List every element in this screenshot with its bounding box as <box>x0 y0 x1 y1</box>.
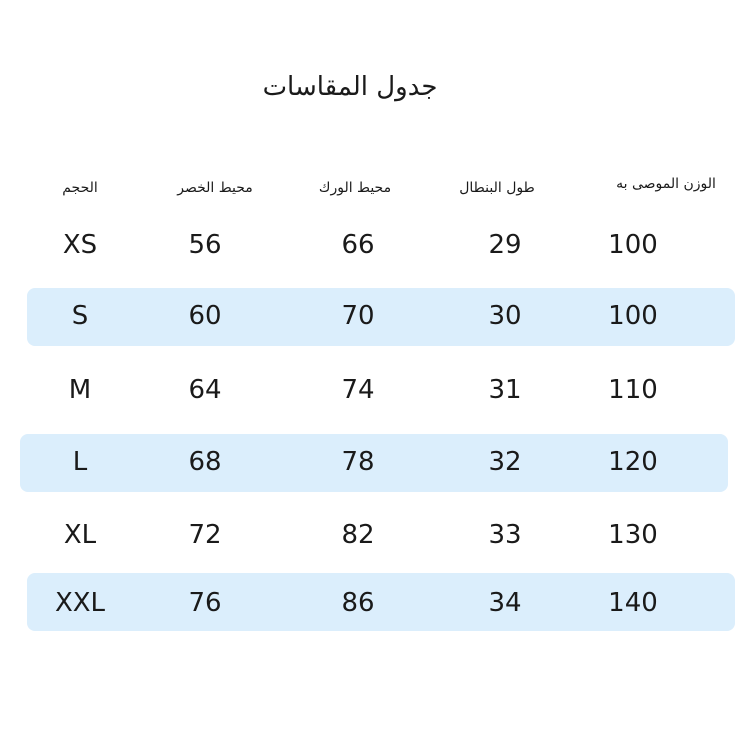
cell-size: XS <box>62 230 98 260</box>
cell-weight: 100 <box>608 301 658 331</box>
cell-weight: 120 <box>608 447 658 477</box>
cell-weight: 110 <box>608 375 658 405</box>
cell-weight: 100 <box>608 230 658 260</box>
cell-size: S <box>71 301 89 331</box>
cell-weight: 130 <box>608 520 658 550</box>
cell-waist: 60 <box>188 301 222 331</box>
cell-waist: 56 <box>188 230 222 260</box>
cell-size: XXL <box>54 588 106 618</box>
cell-hip: 66 <box>341 230 375 260</box>
cell-size: M <box>68 375 92 405</box>
cell-waist: 76 <box>188 588 222 618</box>
row-highlight <box>27 288 735 346</box>
cell-weight: 140 <box>608 588 658 618</box>
cell-length: 33 <box>488 520 522 550</box>
cell-length: 29 <box>488 230 522 260</box>
cell-length: 34 <box>488 588 522 618</box>
header-weight: الوزن الموصى به <box>616 176 716 192</box>
cell-length: 32 <box>488 447 522 477</box>
cell-size: XL <box>63 520 97 550</box>
header-length: طول البنطال <box>459 180 535 196</box>
cell-hip: 70 <box>341 301 375 331</box>
cell-hip: 78 <box>341 447 375 477</box>
header-size: الحجم <box>62 180 98 196</box>
row-highlight <box>20 434 728 492</box>
header-waist: محيط الخصر <box>177 180 253 196</box>
cell-size: L <box>72 447 88 477</box>
cell-length: 31 <box>488 375 522 405</box>
row-highlight <box>27 573 735 631</box>
cell-waist: 72 <box>188 520 222 550</box>
page-title: جدول المقاسات <box>262 72 438 102</box>
cell-hip: 74 <box>341 375 375 405</box>
cell-waist: 64 <box>188 375 222 405</box>
cell-hip: 82 <box>341 520 375 550</box>
cell-hip: 86 <box>341 588 375 618</box>
cell-length: 30 <box>488 301 522 331</box>
header-hip: محيط الورك <box>318 180 392 196</box>
cell-waist: 68 <box>188 447 222 477</box>
